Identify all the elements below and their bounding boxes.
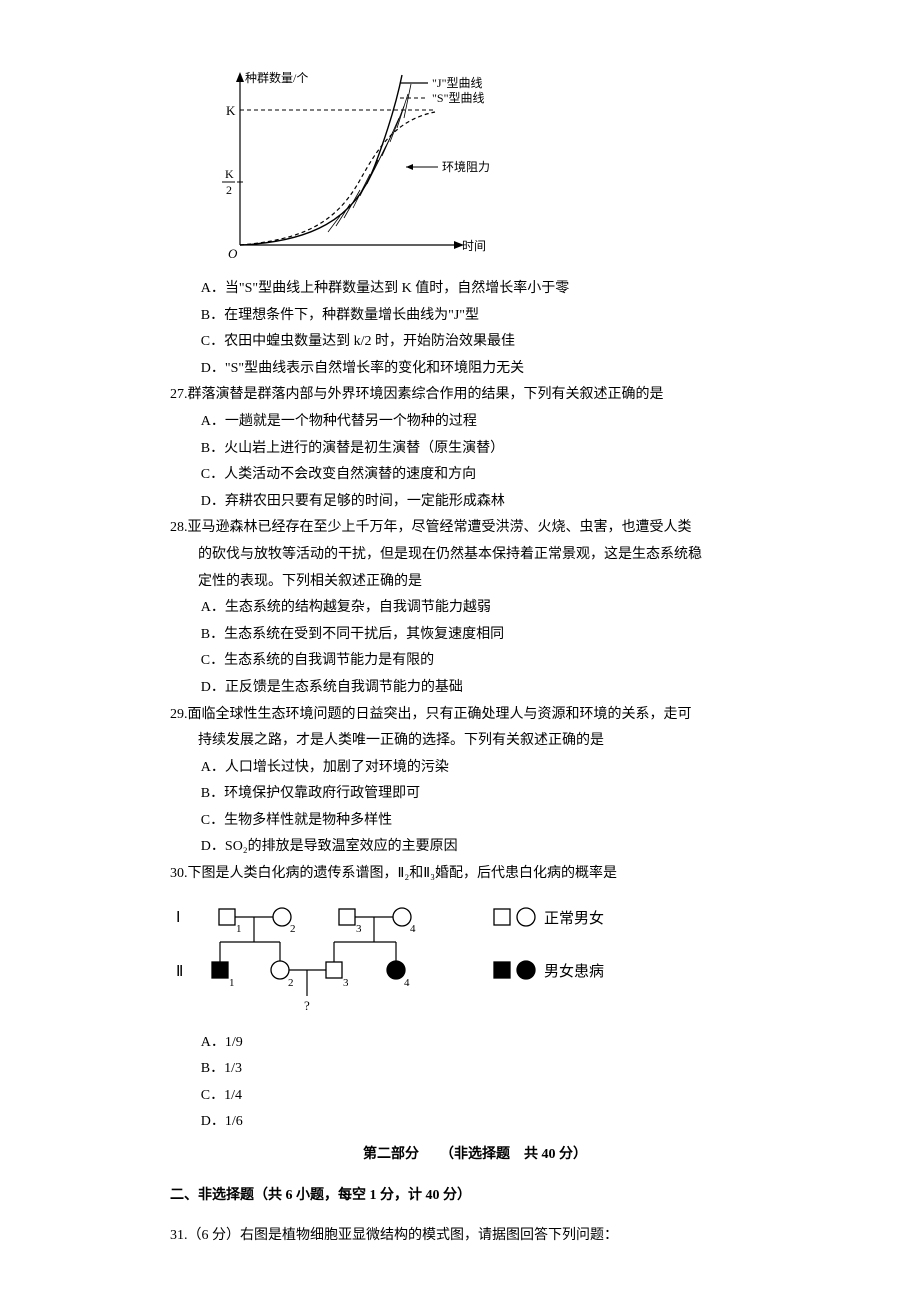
part2-sub: 二、非选择题（共 6 小题，每空 1 分，计 40 分）: [170, 1183, 780, 1210]
q30-opt-c: C．1/4: [170, 1083, 780, 1110]
k-half-denom: 2: [226, 183, 232, 197]
svg-text:3: 3: [343, 977, 349, 989]
env-label: 环境阻力: [442, 159, 490, 174]
svg-text:4: 4: [410, 923, 416, 935]
svg-text:2: 2: [290, 923, 296, 935]
q27-opt-a: A．一趟就是一个物种代替另一个物种的过程: [170, 409, 780, 436]
legend-affected: 男女患病: [544, 962, 604, 980]
svg-text:1: 1: [236, 923, 242, 935]
pedigree-chart: Ⅰ Ⅱ 1 2 3 4 1 2 3 4 ?: [164, 894, 704, 1024]
s-curve: [240, 112, 435, 245]
q30-stem: 30.下图是人类白化病的遗传系谱图，Ⅱ₂和Ⅱ₃婚配，后代患白化病的概率是: [170, 861, 780, 888]
hatch-area: [328, 84, 411, 232]
x-axis-label: 时间: [462, 239, 486, 253]
q29-opt-d: D．SO₂的排放是导致温室效应的主要原因: [170, 834, 780, 861]
q29-stem-2: 持续发展之路，才是人类唯一正确的选择。下列有关叙述正确的是: [170, 728, 780, 755]
q31-stem: 31.（6 分）右图是植物细胞亚显微结构的模式图，请据图回答下列问题：: [170, 1223, 780, 1250]
q27-opt-b: B．火山岩上进行的演替是初生演替（原生演替）: [170, 436, 780, 463]
q26-opt-a: A．当"S"型曲线上种群数量达到 K 值时，自然增长率小于零: [170, 276, 780, 303]
q27-stem: 27.群落演替是群落内部与外界环境因素综合作用的结果，下列有关叙述正确的是: [170, 382, 780, 409]
q28-stem-2: 的砍伐与放牧等活动的干扰，但是现在仍然基本保持着正常景观，这是生态系统稳: [170, 542, 780, 569]
q29-opt-c: C．生物多样性就是物种多样性: [170, 808, 780, 835]
legend-normal: 正常男女: [544, 909, 604, 927]
q28-opt-c: C．生态系统的自我调节能力是有限的: [170, 648, 780, 675]
svg-text:2: 2: [288, 977, 294, 989]
q28-opt-d: D．正反馈是生态系统自我调节能力的基础: [170, 675, 780, 702]
q29-opt-a: A．人口增长过快，加剧了对环境的污染: [170, 755, 780, 782]
origin-label: O: [228, 246, 238, 261]
q30-opt-d: D．1/6: [170, 1109, 780, 1136]
q26-opt-b: B．在理想条件下，种群数量增长曲线为"J"型: [170, 303, 780, 330]
gen1-label: Ⅰ: [176, 910, 180, 926]
k-label: K: [226, 103, 236, 118]
y-axis-label: 种群数量/个: [245, 70, 308, 85]
q30-opt-b: B．1/3: [170, 1056, 780, 1083]
q28-stem-1: 28.亚马逊森林已经存在至少上千万年，尽管经常遭受洪涝、火烧、虫害，也遭受人类: [170, 515, 780, 542]
svg-text:4: 4: [404, 977, 410, 989]
legend-s: "S"型曲线: [432, 91, 484, 105]
q27-opt-c: C．人类活动不会改变自然演替的速度和方向: [170, 462, 780, 489]
q26-opt-d: D．"S"型曲线表示自然增长率的变化和环境阻力无关: [170, 356, 780, 383]
k-half-numer: K: [225, 167, 234, 181]
exam-page: 种群数量/个 时间 K K 2 O "J"型曲线: [0, 0, 920, 1310]
q29-stem-1: 29.面临全球性生态环境问题的日益突出，只有正确处理人与资源和环境的关系，走可: [170, 702, 780, 729]
q28-opt-a: A．生态系统的结构越复杂，自我调节能力越弱: [170, 595, 780, 622]
part2-title: 第二部分 （非选择题 共 40 分）: [170, 1142, 780, 1169]
qmark: ?: [304, 998, 310, 1013]
q29-opt-b: B．环境保护仅靠政府行政管理即可: [170, 781, 780, 808]
growth-curve-chart: 种群数量/个 时间 K K 2 O "J"型曲线: [200, 70, 490, 270]
svg-text:3: 3: [356, 923, 362, 935]
q30-opt-a: A．1/9: [170, 1030, 780, 1057]
q27-opt-d: D．弃耕农田只要有足够的时间，一定能形成森林: [170, 489, 780, 516]
q28-opt-b: B．生态系统在受到不同干扰后，其恢复速度相同: [170, 622, 780, 649]
legend-j: "J"型曲线: [432, 76, 482, 90]
svg-text:1: 1: [229, 977, 235, 989]
q26-opt-c: C．农田中蝗虫数量达到 k/2 时，开始防治效果最佳: [170, 329, 780, 356]
gen2-label: Ⅱ: [176, 964, 183, 980]
q28-stem-3: 定性的表现。下列相关叙述正确的是: [170, 569, 780, 596]
